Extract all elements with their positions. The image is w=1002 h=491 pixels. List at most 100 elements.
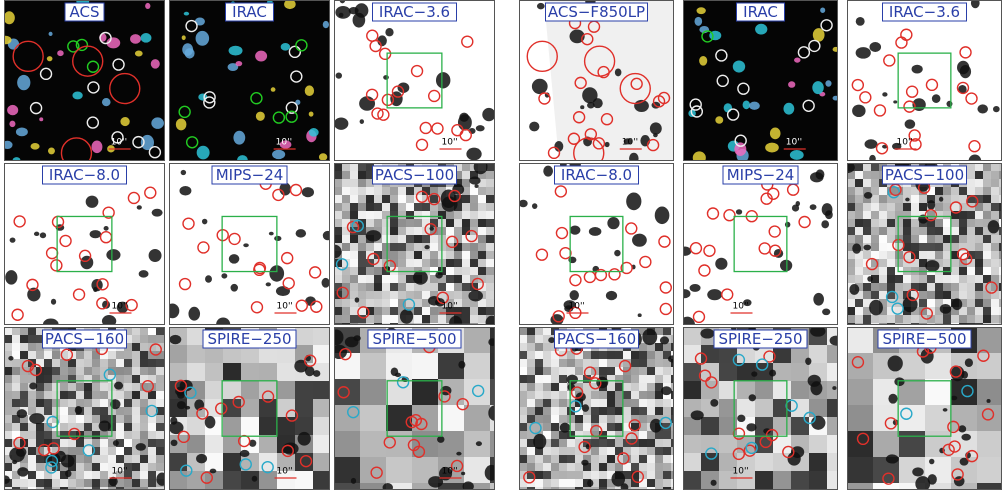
pixel: [108, 359, 116, 367]
pixel: [623, 455, 631, 463]
pixel: [116, 423, 124, 431]
pixel: [366, 307, 374, 315]
catalog-circle: [295, 299, 308, 312]
pixel: [84, 407, 92, 415]
pixel: [470, 235, 478, 243]
source: [832, 95, 838, 101]
catalog-circle: [628, 419, 641, 432]
pixel: [975, 171, 983, 179]
pixel: [398, 235, 406, 243]
pixel: [599, 455, 607, 463]
pixel: [398, 291, 406, 299]
pixel: [406, 283, 414, 291]
catalog-circle: [618, 359, 632, 373]
pixel: [663, 463, 671, 471]
image: [519, 327, 674, 490]
pixel: [527, 399, 535, 407]
pixel: [975, 163, 983, 171]
pixel: [486, 291, 494, 299]
pixel: [446, 315, 454, 323]
catalog-circle: [336, 286, 349, 300]
pixel: [567, 471, 575, 479]
pixel: [975, 315, 983, 323]
source: [911, 64, 923, 74]
pixel: [737, 471, 755, 489]
source: [536, 2, 545, 10]
pixel: [773, 345, 791, 363]
pixel: [583, 463, 591, 471]
pixel: [169, 453, 187, 471]
pixel: [20, 479, 28, 487]
catalog-circle: [552, 310, 565, 323]
pixel: [527, 367, 535, 375]
pixel: [12, 407, 20, 415]
pixel: [683, 471, 701, 489]
pixel: [527, 375, 535, 383]
pixel: [535, 343, 543, 351]
catalog-circle: [111, 131, 124, 144]
source: [849, 284, 860, 295]
pixel: [494, 211, 495, 219]
pixel: [863, 203, 871, 211]
catalog-circle: [367, 252, 380, 266]
catalog-circle: [11, 308, 24, 321]
pixel: [12, 479, 20, 487]
pixel: [519, 327, 527, 335]
pixel: [951, 267, 959, 275]
pixel: [871, 251, 879, 259]
catalog-circle: [178, 277, 192, 291]
pixel: [350, 203, 358, 211]
pixel: [116, 439, 124, 447]
pixel: [575, 423, 583, 431]
pixel: [663, 447, 671, 455]
source: [620, 483, 629, 490]
pixel: [943, 195, 951, 203]
pixel: [494, 219, 495, 227]
pixel: [583, 351, 591, 359]
pixel: [60, 407, 68, 415]
pixel: [903, 251, 911, 259]
pixel: [999, 163, 1002, 171]
pixel: [462, 267, 470, 275]
pixel: [959, 219, 967, 227]
pixel: [446, 211, 454, 219]
pixel: [342, 235, 350, 243]
source: [216, 317, 231, 325]
source: [183, 11, 190, 16]
panel: IRAC−8.010'': [519, 163, 674, 325]
pixel: [527, 423, 535, 431]
image: [169, 0, 330, 161]
pixel: [631, 351, 639, 359]
source: [170, 439, 178, 447]
pixel: [683, 327, 701, 345]
target-box: [733, 380, 788, 437]
source: [482, 107, 495, 122]
pixel: [342, 251, 350, 259]
catalog-circle: [583, 366, 597, 379]
source: [280, 42, 291, 51]
pixel: [927, 275, 935, 283]
pixel: [84, 479, 92, 487]
source: [177, 390, 185, 399]
pixel: [366, 211, 374, 219]
catalog-circle: [966, 195, 979, 208]
pixel: [68, 439, 76, 447]
pixel: [36, 471, 44, 479]
pixel: [422, 195, 430, 203]
catalog-circle: [68, 427, 81, 441]
pixel: [334, 457, 360, 483]
pixel: [140, 359, 148, 367]
pixel: [925, 483, 951, 490]
pixel: [20, 455, 28, 463]
pixel: [543, 487, 551, 490]
catalog-circle: [732, 447, 746, 461]
pixel: [52, 367, 60, 375]
pixel: [999, 211, 1002, 219]
pixel: [20, 335, 28, 343]
pixel: [28, 351, 36, 359]
pixel: [132, 375, 140, 383]
catalog-circle: [471, 384, 485, 398]
pixel: [398, 211, 406, 219]
pixel: [951, 307, 959, 315]
